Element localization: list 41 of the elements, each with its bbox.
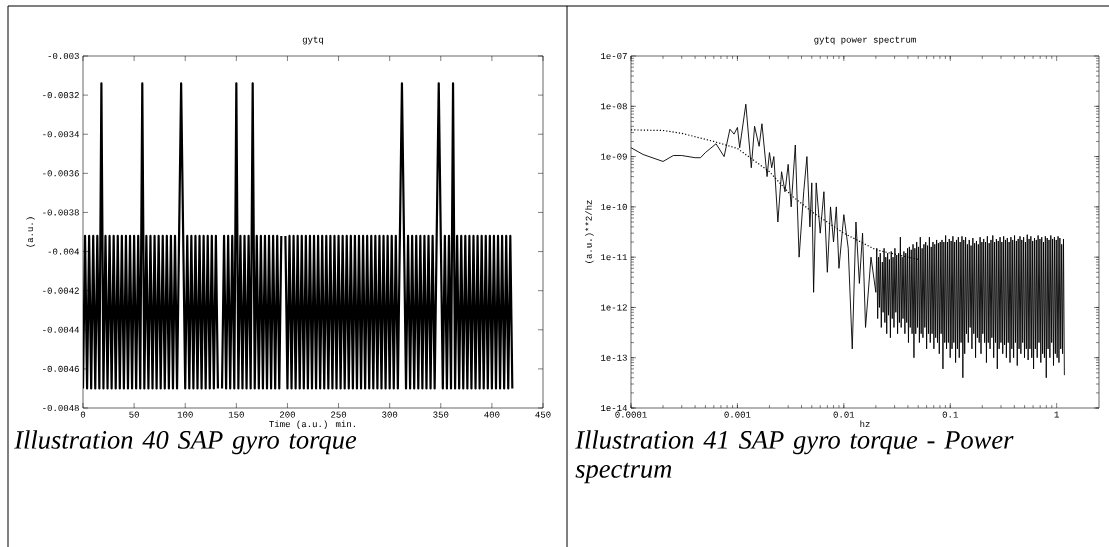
y-tick-label: -0.0044 bbox=[43, 326, 79, 333]
x-tick-label: 50 bbox=[129, 411, 139, 418]
y-tick-label: 1e-13 bbox=[601, 354, 627, 361]
x-tick-label: 0.0001 bbox=[615, 411, 647, 418]
x-tick-label: 0.1 bbox=[942, 411, 958, 418]
y-tick-label: -0.003 bbox=[48, 52, 79, 60]
y-tick-label: -0.0036 bbox=[43, 170, 79, 177]
x-tick-label: 450 bbox=[535, 411, 551, 418]
chart-title: gytq power spectrum bbox=[814, 36, 916, 45]
x-tick-label: 100 bbox=[177, 411, 193, 418]
y-tick-label: 1e-07 bbox=[601, 52, 627, 60]
x-tick-label: 200 bbox=[279, 411, 295, 418]
y-tick-label: -0.0042 bbox=[43, 287, 79, 294]
y-axis-title: (a.u.) bbox=[26, 217, 35, 247]
y-tick-label: 1e-12 bbox=[601, 304, 627, 311]
x-tick-label: 0.001 bbox=[724, 411, 751, 418]
chart-title: gytq bbox=[302, 36, 324, 45]
y-tick-label: -0.004 bbox=[48, 248, 79, 255]
y-tick-label: -0.0048 bbox=[43, 404, 79, 412]
x-tick-label: 150 bbox=[228, 411, 244, 418]
y-tick-label: 1e-14 bbox=[601, 405, 627, 412]
x-axis-title: Time (a.u.) min. bbox=[269, 420, 355, 429]
x-axis-title: hz bbox=[860, 420, 870, 428]
x-tick-label: 400 bbox=[484, 411, 500, 418]
text: Illustration 40 SAP gyro torque bbox=[14, 430, 357, 455]
y-tick-label: -0.0032 bbox=[43, 92, 79, 99]
x-tick-label: 0.01 bbox=[833, 411, 855, 418]
x-tick-label: 250 bbox=[331, 411, 347, 418]
x-tick-label: 0 bbox=[80, 411, 86, 418]
y-tick-label: -0.0046 bbox=[43, 365, 79, 372]
x-tick-label: 350 bbox=[433, 411, 449, 418]
y-tick-label: 1e-11 bbox=[601, 254, 628, 261]
y-tick-label: 1e-09 bbox=[601, 153, 627, 160]
y-tick-label: -0.0038 bbox=[43, 209, 79, 216]
y-tick-label: 1e-08 bbox=[601, 103, 627, 110]
y-tick-label: 1e-10 bbox=[601, 203, 627, 210]
text: Illustration 41 SAP gyro torque - Power spectrum bbox=[575, 430, 1014, 484]
x-tick-label: 1 bbox=[1054, 411, 1059, 418]
y-axis-title: (a.u.)**2/hz bbox=[585, 200, 594, 263]
x-tick-label: 300 bbox=[382, 411, 398, 418]
y-tick-label: -0.0034 bbox=[43, 131, 79, 138]
